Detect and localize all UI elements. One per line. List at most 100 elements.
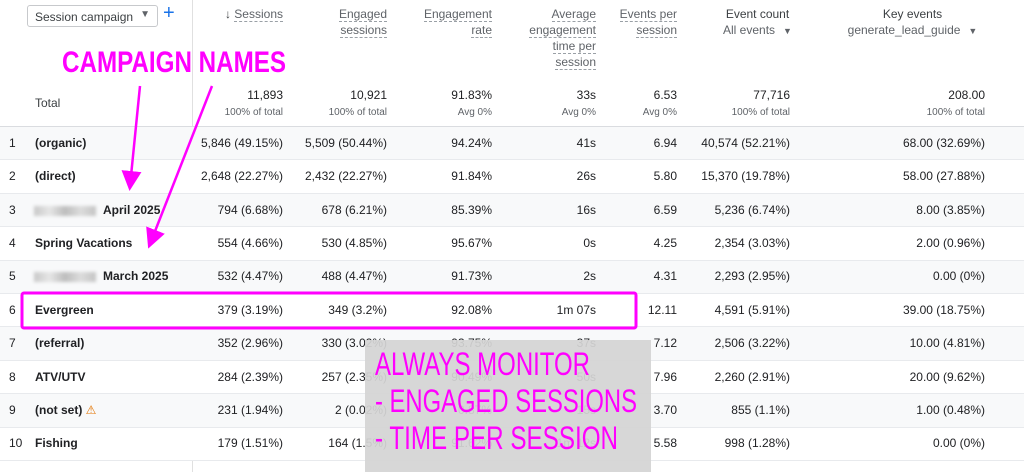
row-number: 10 (9, 436, 23, 451)
metric-value: 2s (583, 269, 596, 284)
metric-value: 5.58 (653, 436, 677, 451)
row-divider (0, 126, 1024, 127)
metric-value: 12.11 (647, 302, 677, 317)
dimension-label: Session campaign (35, 10, 134, 24)
metric-value: 40,574 (52.21%) (701, 135, 790, 150)
metric-value: 5,236 (6.74%) (714, 202, 790, 217)
column-filter[interactable]: generate_lead_guide ▼ (830, 22, 995, 39)
metric-value: 5,509 (50.44%) (304, 135, 387, 150)
column-header: ↓ Sessions (200, 6, 283, 22)
row-divider (0, 259, 1024, 261)
total-value: 91.83% (451, 88, 492, 102)
metric-value: 678 (6.21%) (321, 202, 387, 217)
row-number: 4 (9, 235, 16, 250)
metric-value: 231 (1.94%) (217, 402, 283, 417)
metric-value: 532 (4.47%) (217, 269, 283, 284)
metric-value: 85.39% (451, 202, 492, 217)
metric-value: 91.73% (451, 269, 492, 284)
warning-icon[interactable]: ⚠ (82, 402, 97, 417)
dimension-dropdown[interactable]: Session campaign ▼ (27, 5, 158, 27)
metric-value: 95.67% (451, 235, 492, 250)
column-header-label[interactable]: Event count (725, 7, 790, 21)
metric-value: 2,432 (22.27%) (304, 169, 387, 184)
metric-value: 3.70 (653, 402, 677, 417)
total-value: 33s (576, 88, 596, 102)
campaign-name: (direct) (35, 169, 76, 184)
metric-value: 0.00 (0%) (932, 269, 985, 284)
metric-value: 4.31 (653, 269, 677, 284)
table-row (0, 227, 1024, 260)
table-row (0, 193, 1024, 227)
metric-value: 2.00 (0.96%) (916, 235, 985, 250)
column-header-label[interactable]: Key events (882, 7, 943, 21)
row-divider (0, 192, 1024, 194)
table-row (0, 160, 1024, 193)
metric-value: 5.80 (653, 169, 677, 184)
metric-value: 7.96 (653, 369, 677, 384)
metric-value: 39.00 (18.75%) (902, 302, 985, 317)
metric-value: 5,846 (49.15%) (200, 135, 283, 150)
metric-value: 15,370 (19.78%) (701, 169, 790, 184)
campaign-name: Spring Vacations (35, 235, 133, 250)
total-note: Avg 0% (642, 107, 677, 118)
redacted-name (34, 272, 96, 283)
annotation-label: CAMPAIGN NAMES (62, 46, 286, 79)
column-header: Average engagement time per session (525, 6, 596, 70)
metric-value: 2,260 (2.91%) (714, 369, 790, 384)
total-value: 208.00 (948, 88, 985, 102)
total-note: 100% of total (926, 107, 985, 118)
campaign-name: Fishing (35, 436, 78, 451)
column-header: Key events generate_lead_guide ▼ (830, 6, 995, 39)
metric-value: 6.94 (653, 135, 677, 150)
metric-value: 2,354 (3.03%) (714, 235, 790, 250)
column-header: Events per session (610, 6, 677, 38)
metric-value: 1.00 (0.48%) (916, 402, 985, 417)
row-number: 8 (9, 369, 16, 384)
total-note: 100% of total (328, 107, 387, 118)
annotation-arrow (146, 85, 214, 249)
row-divider (0, 159, 1024, 161)
add-dimension-button[interactable]: + (163, 2, 175, 24)
column-filter[interactable]: All events ▼ (705, 22, 810, 39)
column-header-label[interactable]: Average engagement time per session (529, 7, 596, 70)
metric-value: 1m 07s (556, 302, 596, 317)
table-row (0, 294, 1024, 327)
filter-label: All events (723, 23, 776, 37)
column-header-label[interactable]: Engaged sessions (338, 7, 387, 38)
metric-value: 794 (6.68%) (217, 202, 283, 217)
row-number: 1 (9, 135, 16, 150)
column-header: Engagement rate (405, 6, 492, 38)
metric-value: 998 (1.28%) (724, 436, 790, 451)
metric-value: 2,648 (22.27%) (200, 169, 283, 184)
campaign-name: Evergreen (35, 302, 94, 317)
row-number: 6 (9, 302, 16, 317)
row-number: 2 (9, 169, 16, 184)
filter-caret: ▼ (968, 26, 978, 36)
row-number: 7 (9, 336, 16, 351)
total-note: 100% of total (731, 107, 790, 118)
metric-value: 4.25 (653, 235, 677, 250)
metric-value: 26s (576, 169, 596, 184)
total-label: Total (35, 96, 61, 110)
column-header-label[interactable]: Sessions (234, 7, 283, 22)
highlight-box (20, 291, 638, 330)
metric-value: 4,591 (5.91%) (714, 302, 790, 317)
filter-caret: ▼ (783, 26, 792, 36)
row-number: 9 (9, 402, 16, 417)
campaign-name: April 2025 (103, 202, 161, 217)
redacted-name (34, 205, 96, 216)
total-note: Avg 0% (457, 107, 492, 118)
column-header: Engaged sessions (300, 6, 387, 38)
row-number: 5 (9, 269, 16, 284)
campaign-name: (not set) ⚠ (35, 402, 97, 417)
total-note: 100% of total (224, 107, 283, 118)
callout-box (365, 340, 651, 472)
total-note: Avg 0% (561, 107, 596, 118)
column-header-label[interactable]: Engagement rate (423, 7, 492, 38)
metric-value: 0.00 (0%) (932, 436, 985, 451)
callout-text: ALWAYS MONITOR (375, 346, 590, 382)
column-header-label[interactable]: Events per session (619, 7, 677, 38)
